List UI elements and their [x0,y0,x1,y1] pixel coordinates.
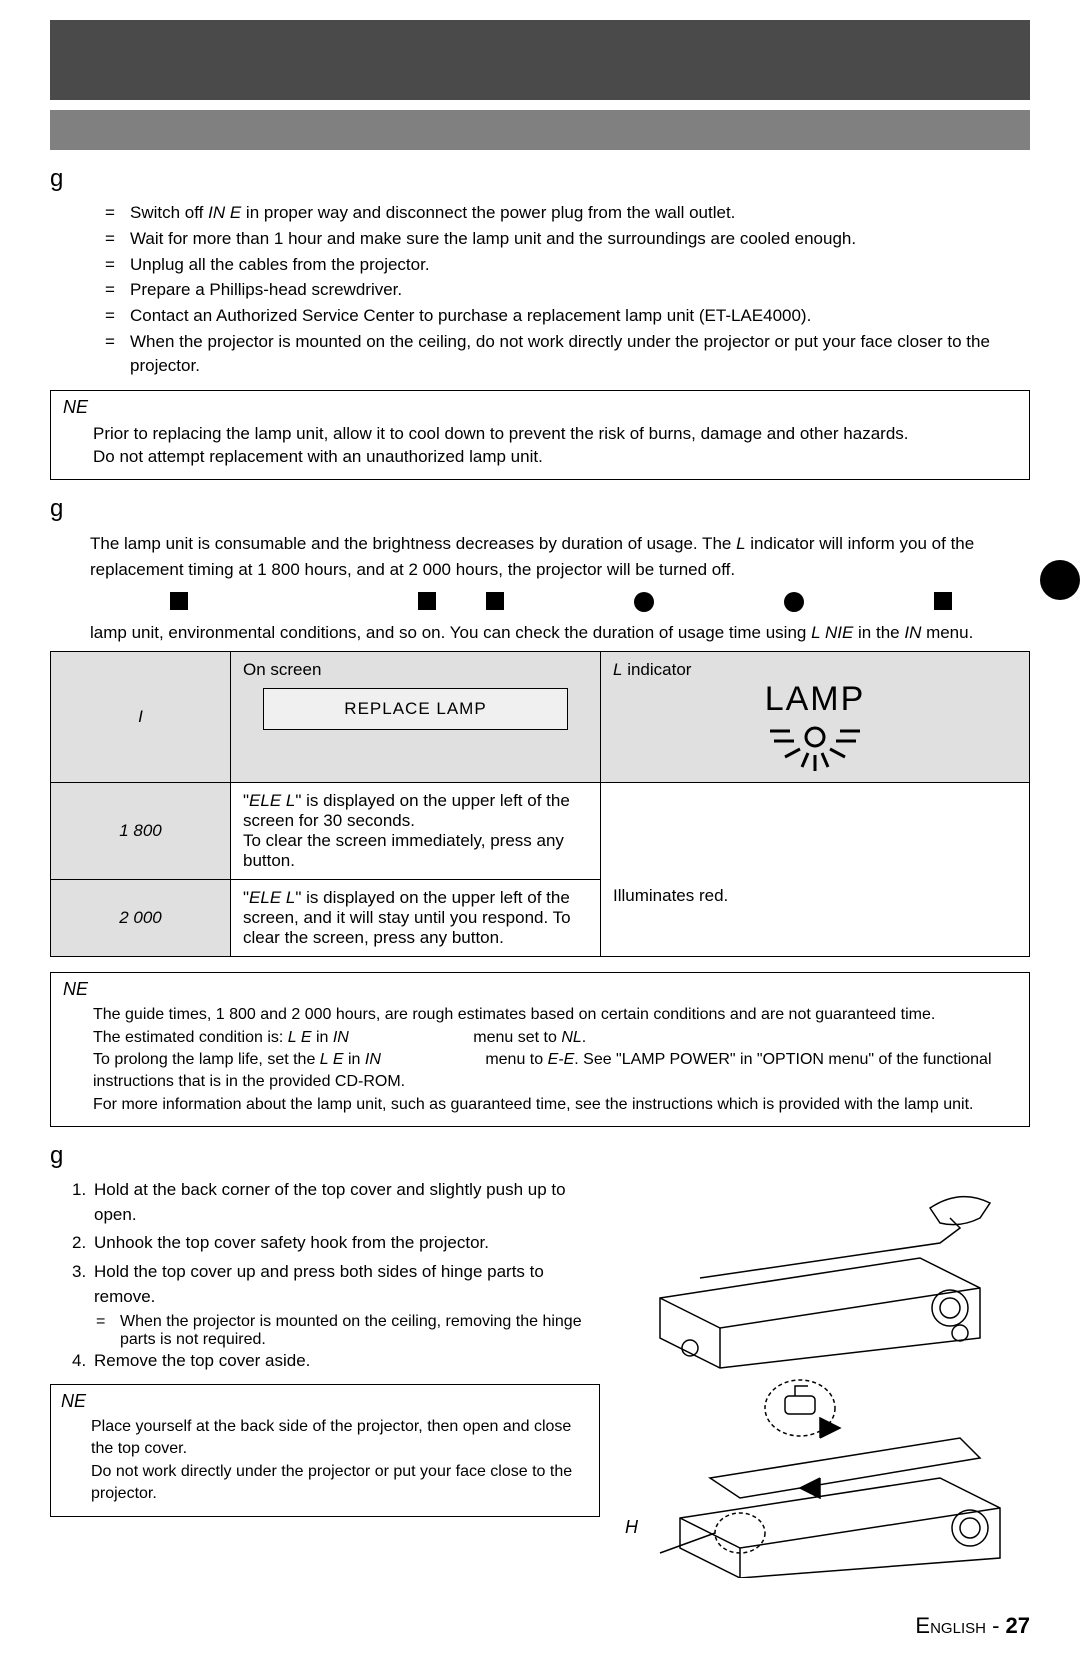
footer-language: English [915,1613,986,1638]
replace-lamp-box: REPLACE LAMP [263,688,568,730]
page-header-bar [50,20,1030,100]
square-mark-icon [170,592,188,610]
table-cell: "ELE L" is displayed on the upper left o… [231,880,601,957]
note-line: To prolong the lamp life, set the L E in… [93,1049,1017,1094]
page-number: 27 [1006,1613,1030,1638]
note-line: For more information about the lamp unit… [93,1094,1017,1116]
prep-bullet: =Unplug all the cables from the projecto… [105,253,1030,277]
note-line: Do not work directly under the projector… [91,1461,589,1506]
prep-bullet: =Prepare a Phillips-head screwdriver. [105,278,1030,302]
mark-row [50,588,1030,614]
note-box-3: NE Place yourself at the back side of th… [50,1384,600,1517]
note-line: Do not attempt replacement with an unaut… [93,445,1017,469]
step-item: 3.Hold the top cover up and press both s… [72,1260,600,1309]
note-box-2: NE The guide times, 1 800 and 2 000 hour… [50,972,1030,1127]
circle-mark-icon [784,592,804,612]
side-tab-icon [1040,560,1080,600]
step-item: 4.Remove the top cover aside. [72,1349,600,1374]
note-box-1: NE Prior to replacing the lamp unit, all… [50,390,1030,481]
step-item: 1.Hold at the back corner of the top cov… [72,1178,600,1227]
table-row-1800: 1 800 [51,783,231,880]
square-mark-icon [934,592,952,610]
timing-para-2: lamp unit, environmental conditions, and… [50,620,1030,646]
note-title: NE [63,397,1017,418]
circle-mark-icon [634,592,654,612]
lamp-word: LAMP [613,680,1017,719]
projector-diagram-icon [620,1178,1030,1578]
square-mark-icon [486,592,504,610]
sub-header-bar [50,110,1030,150]
section-marker-3: g [50,1142,1030,1170]
square-mark-icon [418,592,436,610]
hinge-label: H [625,1517,638,1538]
note-title: NE [61,1391,589,1412]
prep-bullet-list: =Switch off IN E in proper way and disco… [50,201,1030,378]
prep-bullet: =When the projector is mounted on the ce… [105,330,1030,378]
table-head-onscreen: On screen [243,660,588,680]
step-sub-bullet: =When the projector is mounted on the ce… [72,1313,600,1349]
note-line: The guide times, 1 800 and 2 000 hours, … [93,1004,1017,1026]
note-line: Place yourself at the back side of the p… [91,1416,589,1461]
steps-list: 1.Hold at the back corner of the top cov… [50,1178,600,1374]
note-title: NE [63,979,1017,1000]
table-cell: "ELE L" is displayed on the upper left o… [231,783,601,880]
lamp-replacement-table: I On screen REPLACE LAMP L indicator LAM… [50,651,1030,957]
table-row-2000: 2 000 [51,880,231,957]
lamp-indicator-icon [760,719,870,774]
note-line: The estimated condition is: L E in IN me… [93,1027,1017,1049]
table-head-duration: I [51,652,231,783]
page-footer: English - 27 [50,1613,1030,1639]
prep-bullet: =Wait for more than 1 hour and make sure… [105,227,1030,251]
projector-diagram: H [620,1178,1030,1583]
section-marker-1: g [50,165,1030,193]
note-line: Prior to replacing the lamp unit, allow … [93,422,1017,446]
prep-bullet: =Switch off IN E in proper way and disco… [105,201,1030,225]
section-marker-2: g [50,495,1030,523]
table-head-indicator: L indicator [613,660,1017,680]
prep-bullet: =Contact an Authorized Service Center to… [105,304,1030,328]
table-cell-illuminates: Illuminates red. [601,783,1030,957]
timing-para-1: The lamp unit is consumable and the brig… [50,531,1030,582]
step-item: 2.Unhook the top cover safety hook from … [72,1231,600,1256]
